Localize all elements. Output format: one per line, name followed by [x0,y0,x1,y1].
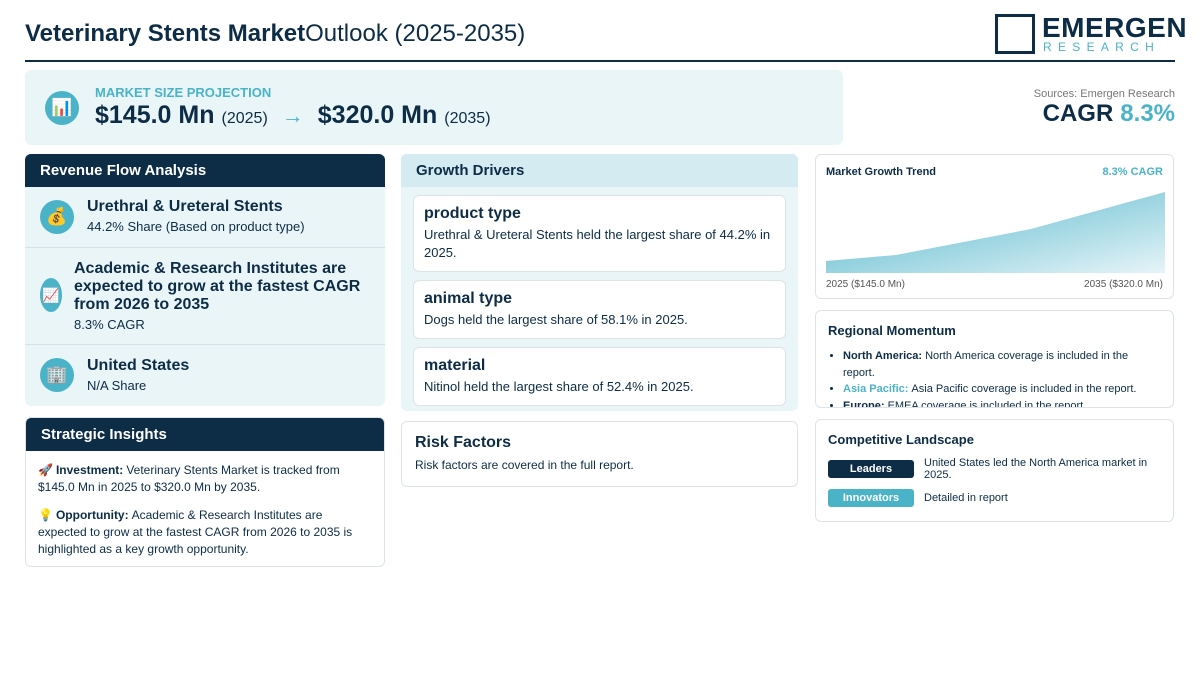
trend-title: Market Growth Trend [826,166,937,178]
title-bold: Veterinary Stents Market [25,20,306,47]
region-item: Asia Pacific:Asia Pacific coverage is in… [843,381,1161,398]
cagr-value: 8.3% [1120,100,1175,127]
item-title: Urethral & Ureteral Stents [87,198,283,215]
cagr-label: CAGR [1042,100,1114,127]
badge: Leaders [828,460,914,478]
projection-icon: 📊 [45,91,79,125]
regional-momentum-panel: Regional Momentum North America:North Am… [815,310,1174,408]
growth-trend-panel: Market Growth Trend 8.3% CAGR 2025 ($145… [815,154,1174,299]
driver-card: material Nitinol held the largest share o… [413,347,786,406]
risk-text: Risk factors are covered in the full rep… [415,458,634,472]
driver-title: material [424,357,486,374]
cagr: CAGR 8.3% [1043,100,1175,128]
competitive-landscape-panel: Competitive Landscape Leaders United Stat… [815,419,1174,522]
item-icon: 📈 [40,278,62,312]
competitor-text: Detailed in report [924,492,1008,504]
insight-icon: 🚀 [38,463,53,477]
competitor-row: Leaders United States led the North Ameri… [828,457,1161,481]
item-icon: 💰 [40,200,74,234]
page-title: Veterinary Stents MarketOutlook (2025-20… [25,20,525,48]
sources: Sources: Emergen Research [1033,88,1175,100]
panel-title: Strategic Insights [26,418,384,451]
trend-cagr: 8.3% CAGR [1102,166,1163,178]
insight-label: Opportunity: [55,508,129,522]
strategic-insights-panel: Strategic Insights 🚀 Investment: Veterinar… [25,417,385,567]
region-item: Europe:EMEA coverage is included in the … [843,398,1161,408]
revenue-item: 💰 Urethral & Ureteral Stents 44.2% Share (… [25,187,385,248]
item-detail: 8.3% CAGR [74,317,145,332]
region-text: Asia Pacific coverage is included in the… [911,383,1137,395]
risk-title: Risk Factors [415,434,512,451]
insight-icon: 💡 [38,508,53,522]
item-title: Academic & Research Institutes are expec… [74,260,361,313]
logo-sub: RESEARCH [1043,40,1161,54]
arrow: → [281,103,304,128]
region-item: North America:North America coverage is … [843,348,1161,381]
region-list: North America:North America coverage is … [828,348,1161,408]
insight-text: Veterinary Stents Market is tracked from… [38,463,340,494]
trend-end: 2035 ($320.0 Mn) [1084,279,1163,290]
driver-title: animal type [424,290,513,307]
projection-values: $145.0 Mn (2025) → $320.0 Mn (2035) [95,101,491,130]
region-name: North America: [843,350,923,362]
region-text: EMEA coverage is included in the report. [887,399,1087,408]
competitor-text: United States led the North America mark… [924,457,1148,481]
start-year: (2025) [221,110,268,127]
header-rule [25,60,1175,62]
growth-drivers-panel: Growth Drivers product type Urethral & Ur… [401,154,798,411]
item-detail: 44.2% Share (Based on product type) [87,219,305,234]
end-year: (2035) [444,110,491,127]
trend-area [826,192,1165,273]
logo-mark [995,14,1035,54]
revenue-flow-panel: Revenue Flow Analysis 💰 Urethral & Ureter… [25,154,385,406]
item-detail: N/A Share [87,378,147,393]
region-text: North America coverage is included in th… [843,350,1129,379]
insight-label: Investment: [55,463,124,477]
insight-text: Academic & Research Institutes are expec… [38,508,353,556]
driver-text: Dogs held the largest share of 58.1% in … [424,312,688,327]
risk-factors-panel: Risk Factors Risk factors are covered in … [401,421,798,487]
logo: EMERGEN RESEARCH [995,12,1187,56]
item-title: United States [87,357,190,374]
panel-title: Competitive Landscape [828,432,974,447]
trend-start: 2025 ($145.0 Mn) [826,279,905,290]
region-name: Asia Pacific: [843,383,909,395]
driver-card: animal type Dogs held the largest share o… [413,280,786,339]
projection-label: MARKET SIZE PROJECTION [95,85,272,100]
insight: 🚀 Investment: Veterinary Stents Market is … [26,462,384,496]
driver-card: product type Urethral & Ureteral Stents h… [413,195,786,272]
trend-graphic [826,192,1165,273]
logo-main: EMERGEN [1042,12,1188,43]
title-rest: Outlook (2025-2035) [305,20,526,47]
badge: Innovators [828,489,914,507]
projection-box: 📊 MARKET SIZE PROJECTION $145.0 Mn (2025)… [25,70,843,145]
item-icon: 🏢 [40,358,74,392]
region-name: Europe: [843,399,885,408]
insight: 💡 Opportunity: Academic & Research Institu… [26,507,384,558]
end-value: $320.0 Mn [317,101,438,129]
driver-text: Urethral & Ureteral Stents held the larg… [424,227,771,260]
panel-title: Revenue Flow Analysis [25,154,385,187]
driver-text: Nitinol held the largest share of 52.4% … [424,379,694,394]
competitor-row: Innovators Detailed in report [828,489,1161,507]
panel-title: Regional Momentum [828,323,956,338]
revenue-item: 📈 Academic & Research Institutes are expe… [25,248,385,345]
revenue-item: 🏢 United States N/A Share [25,345,385,405]
start-value: $145.0 Mn [95,101,215,129]
panel-title: Growth Drivers [401,154,798,187]
driver-title: product type [424,205,521,222]
